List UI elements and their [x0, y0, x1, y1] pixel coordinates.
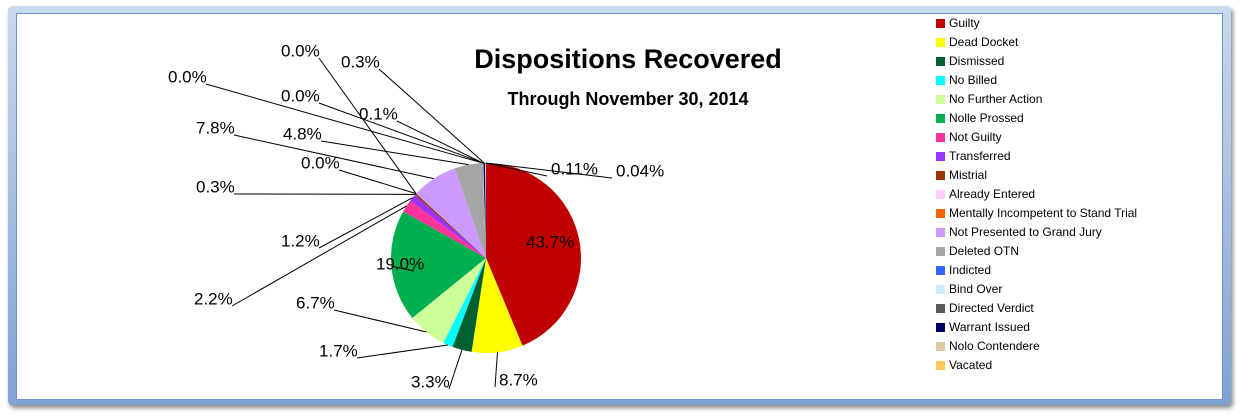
legend-swatch — [936, 19, 945, 28]
pie-slice — [416, 168, 486, 258]
data-label: 1.2% — [281, 231, 320, 250]
legend-label: Indicted — [949, 263, 991, 277]
leader-line — [318, 57, 417, 194]
data-label: 0.3% — [341, 52, 380, 71]
data-label: 43.7% — [526, 232, 574, 251]
legend-swatch — [936, 190, 945, 199]
legend-label: Deleted OTN — [949, 244, 1019, 258]
leader-line — [205, 83, 483, 164]
data-label: 0.0% — [281, 41, 320, 60]
legend-swatch — [936, 342, 945, 351]
legend-label: No Further Action — [949, 92, 1042, 106]
pie-slice — [483, 163, 486, 258]
leader-line — [318, 197, 413, 249]
legend-label: Bind Over — [949, 282, 1002, 296]
legend-swatch — [936, 361, 945, 370]
legend-label: Guilty — [949, 16, 980, 30]
data-label: 19.0% — [376, 254, 424, 273]
pie-slice — [454, 163, 486, 258]
chart: Dispositions Recovered Through November … — [168, 16, 1137, 391]
legend-swatch — [936, 285, 945, 294]
leader-line — [448, 349, 463, 390]
leader-line — [391, 265, 415, 272]
legend-label: Dismissed — [949, 54, 1004, 68]
legend-label: Nolle Prossed — [949, 111, 1024, 125]
legend-swatch — [936, 304, 945, 313]
data-label: 2.2% — [194, 289, 233, 308]
legend-swatch — [936, 114, 945, 123]
data-label: 1.7% — [319, 341, 358, 360]
legend-swatch — [936, 247, 945, 256]
leader-line — [356, 344, 448, 359]
legend-swatch — [936, 171, 945, 180]
pie-slice — [471, 258, 523, 353]
legend-label: Not Guilty — [949, 130, 1002, 144]
leader-line — [320, 140, 469, 166]
data-label: 3.3% — [411, 372, 450, 391]
chart-title: Dispositions Recovered — [474, 44, 782, 74]
pie-slice — [410, 194, 486, 258]
pie-slice — [403, 200, 486, 258]
leader-line — [333, 309, 427, 333]
legend-label: Already Entered — [949, 187, 1035, 201]
legend-label: Not Presented to Grand Jury — [949, 225, 1102, 239]
pie-slice — [412, 258, 486, 343]
legend-swatch — [936, 57, 945, 66]
chart-subtitle: Through November 30, 2014 — [507, 89, 748, 109]
legend-swatch — [936, 95, 945, 104]
data-label: 4.8% — [283, 124, 322, 143]
legend-label: Mistrial — [949, 168, 987, 182]
legend-swatch — [936, 152, 945, 161]
pie-slice — [482, 163, 486, 258]
legend-label: Transferred — [949, 149, 1011, 163]
data-label: 7.8% — [196, 118, 235, 137]
data-label: 0.04% — [616, 161, 664, 180]
leader-line — [485, 162, 613, 179]
data-label: 0.0% — [281, 86, 320, 105]
legend-label: Directed Verdict — [949, 301, 1034, 315]
legend-label: Dead Docket — [949, 35, 1019, 49]
chart-area: Dispositions Recovered Through November … — [16, 13, 1223, 400]
leader-line — [231, 205, 407, 307]
leader-line — [338, 169, 417, 195]
legend-label: Warrant Issued — [949, 320, 1030, 334]
legend-label: Mentally Incompetent to Stand Trial — [949, 206, 1137, 220]
data-label: 0.0% — [301, 153, 340, 172]
data-label: 0.11% — [551, 159, 598, 178]
data-label: 8.7% — [499, 370, 538, 389]
pie-slice — [452, 258, 486, 352]
chart-frame: Dispositions Recovered Through November … — [8, 6, 1231, 405]
legend-label: No Billed — [949, 73, 997, 87]
leader-line — [494, 352, 498, 388]
legend-swatch — [936, 76, 945, 85]
data-label: 6.7% — [296, 293, 335, 312]
leader-line — [485, 162, 548, 177]
pie-slice — [391, 211, 486, 318]
pie-slice — [485, 163, 486, 258]
leader-line — [378, 68, 485, 164]
pie-slice — [414, 193, 486, 258]
data-label: 0.1% — [359, 104, 398, 123]
leader-line — [396, 120, 484, 164]
data-label: 0.0% — [168, 67, 207, 86]
legend-swatch — [936, 266, 945, 275]
legend-label: Nolo Contendere — [949, 339, 1040, 353]
pie-slice — [443, 258, 486, 347]
leader-line — [233, 134, 434, 180]
data-label: 0.3% — [196, 177, 235, 196]
leader-line — [318, 102, 484, 164]
legend-swatch — [936, 133, 945, 142]
legend-swatch — [936, 228, 945, 237]
legend-swatch — [936, 323, 945, 332]
legend-swatch — [936, 209, 945, 218]
pie-slice — [486, 163, 582, 346]
legend-swatch — [936, 38, 945, 47]
legend-label: Vacated — [949, 358, 992, 372]
